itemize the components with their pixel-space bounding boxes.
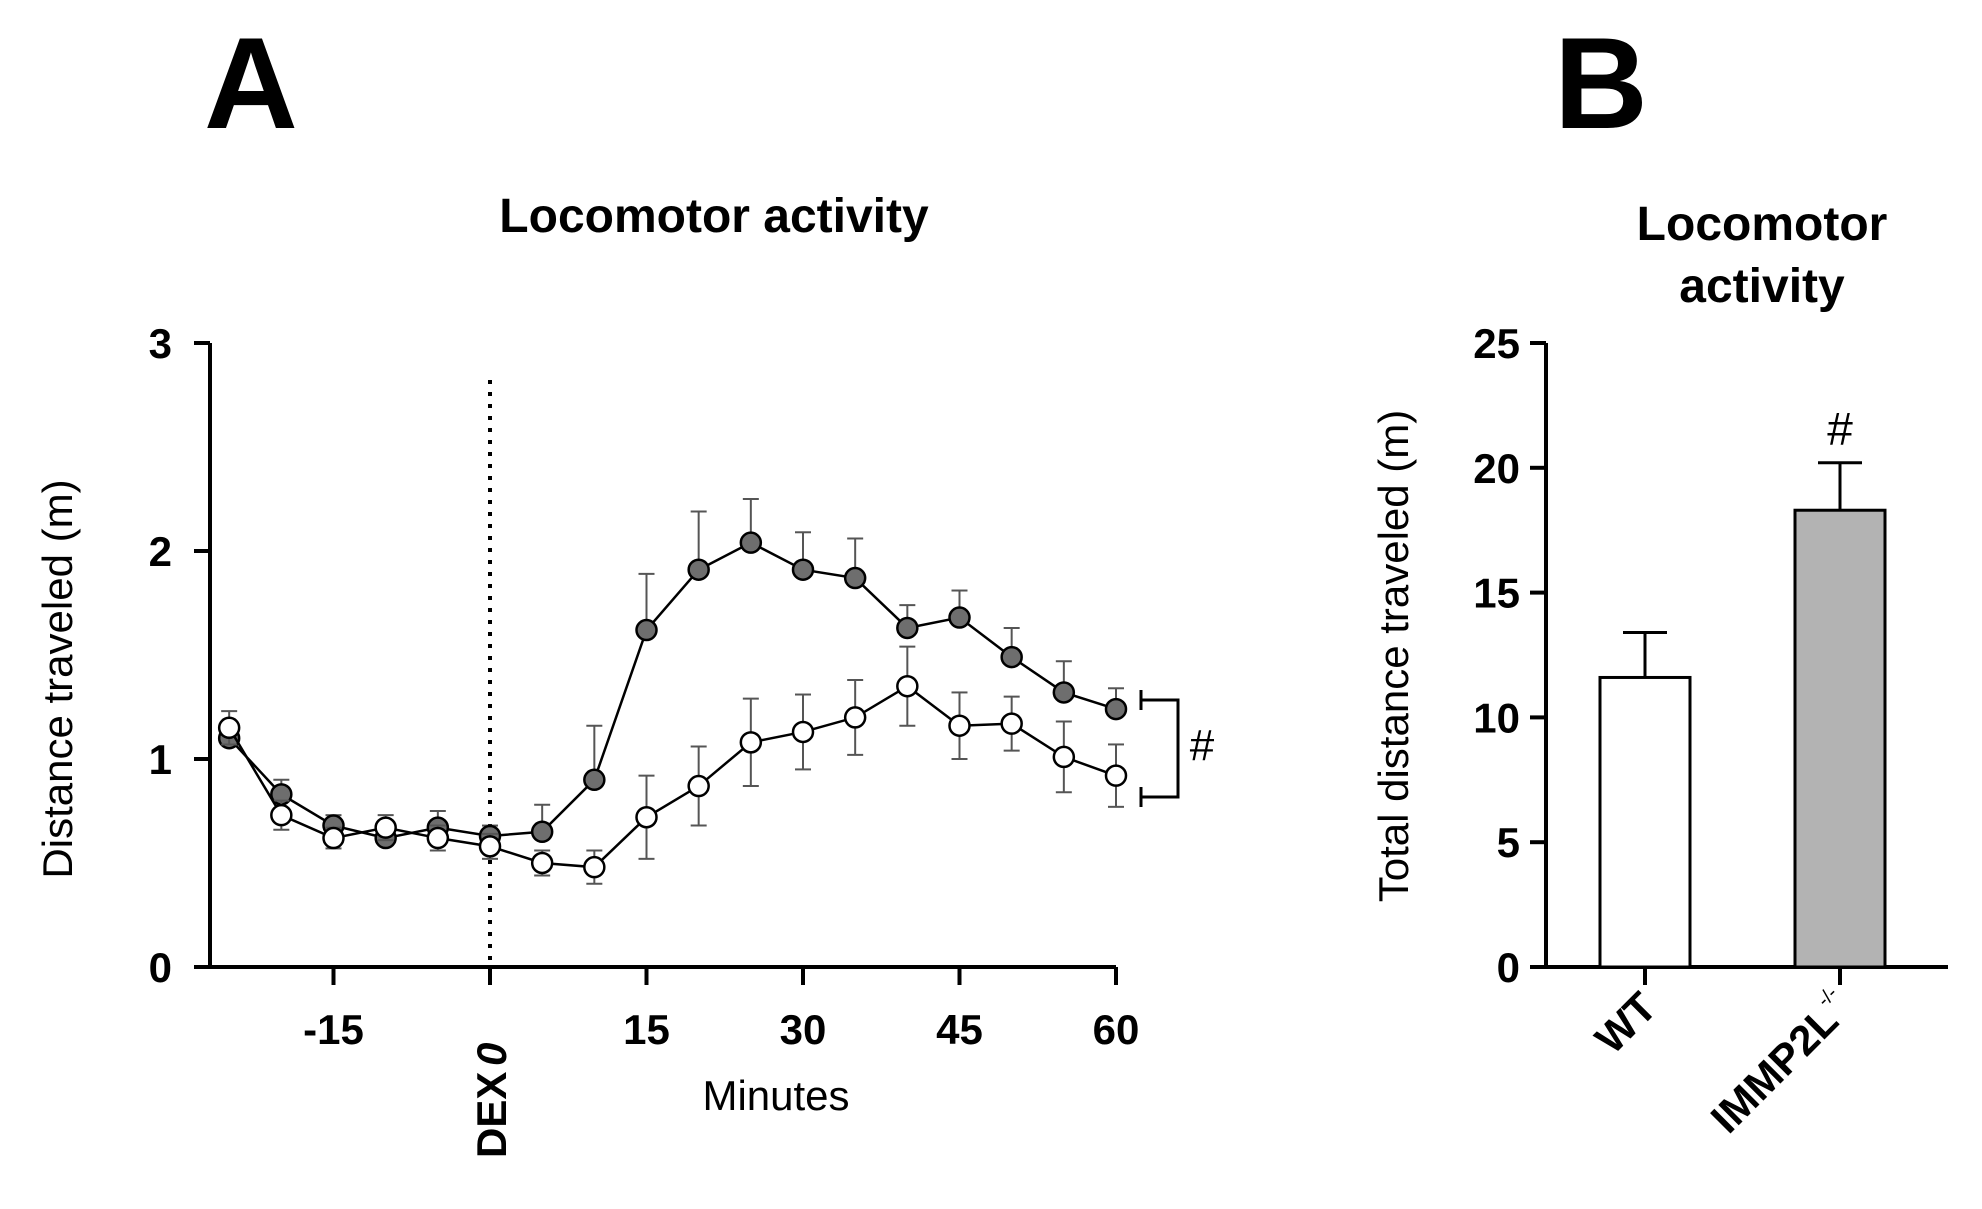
panel-a-x-tick-label: 15	[623, 1006, 670, 1053]
series-line	[228, 541, 1117, 840]
panel-a-series	[217, 498, 1128, 885]
data-point	[791, 720, 815, 744]
panel-a-x-tick-label: 45	[936, 1006, 983, 1053]
data-point	[635, 805, 658, 829]
panel-a-title: Locomotor activity	[499, 190, 929, 243]
data-point	[843, 566, 867, 590]
panel-b-y-ticks: 0 5 10 15 20 25	[1473, 320, 1546, 991]
data-point	[739, 731, 763, 754]
series-wt	[217, 645, 1128, 885]
panel-a-y-axis-label: Distance traveled (m)	[34, 479, 81, 878]
panel-b-y-tick-label: 10	[1473, 694, 1520, 741]
panel-b-bars: #	[1598, 403, 1887, 969]
bracket-line	[1139, 690, 1180, 807]
panel-b-title-line-2: activity	[1679, 260, 1845, 313]
bar	[1793, 508, 1887, 969]
panel-a-x-tick-label: 60	[1093, 1006, 1140, 1053]
category-label-wt: WT	[1586, 983, 1666, 1063]
data-point	[635, 618, 658, 642]
panel-b-y-tick-label: 5	[1497, 819, 1520, 866]
data-point	[270, 803, 293, 827]
data-point	[583, 768, 606, 792]
panel-a-x-tick-label: 30	[780, 1006, 827, 1053]
category-label-text: WT	[1586, 983, 1666, 1063]
panel-b-bar-chart: Locomotor activity Total distance travel…	[1370, 198, 1948, 1142]
data-point	[583, 855, 606, 879]
panel-a-y-tick-label: 1	[149, 736, 172, 783]
panel-a-y-tick-label: 3	[149, 320, 172, 367]
data-point	[530, 820, 554, 844]
category-label-text: IMMP2L	[1702, 996, 1847, 1141]
data-point	[896, 674, 919, 698]
bar-group-immp2l: #	[1793, 403, 1887, 969]
data-point	[1052, 745, 1076, 769]
data-point	[1000, 712, 1023, 735]
data-point	[739, 531, 763, 554]
data-point	[896, 616, 919, 640]
panel-a-y-tick-label: 2	[149, 528, 172, 575]
data-point	[426, 826, 450, 850]
panel-b-title-line-1: Locomotor	[1637, 198, 1888, 251]
panel-a-x-ticks: -15 0 15 30 45 60	[303, 967, 1139, 1066]
panel-b-y-tick-label: 20	[1473, 445, 1520, 492]
data-point	[1000, 645, 1023, 669]
data-point	[322, 826, 345, 850]
category-label-immp2l: IMMP2L-/-	[1701, 982, 1860, 1141]
data-point	[687, 774, 710, 798]
panel-a-x-axis-label: Minutes	[702, 1072, 849, 1119]
data-point	[217, 716, 241, 740]
series-immp2l-ko	[217, 498, 1128, 850]
dex-label: DEX	[468, 1072, 515, 1158]
bar-group-wt	[1598, 631, 1692, 969]
data-point	[948, 606, 971, 629]
panel-a-letter: A	[204, 10, 298, 156]
panel-a-y-ticks: 0 1 2 3	[149, 320, 210, 991]
panel-b-x-labels: WT IMMP2L-/-	[1586, 967, 1860, 1142]
panel-a-y-tick-label: 0	[149, 944, 172, 991]
panel-b-y-tick-label: 15	[1473, 570, 1520, 617]
panel-a-significance-bracket: #	[1139, 690, 1215, 807]
data-point	[478, 835, 502, 858]
data-point	[791, 558, 815, 581]
panel-a-x-tick-label: -15	[303, 1006, 364, 1053]
data-point	[374, 816, 397, 839]
panel-b-y-tick-label: 25	[1473, 320, 1520, 367]
data-point	[530, 851, 554, 875]
panel-a-significance-mark: #	[1190, 721, 1215, 770]
panel-a-x-tick-label: 0	[468, 1043, 515, 1066]
data-point	[1104, 697, 1128, 721]
panel-b-y-tick-label: 0	[1497, 944, 1520, 991]
bar	[1598, 675, 1692, 969]
panel-a-line-chart: Locomotor activity Distance traveled (m)…	[34, 190, 1215, 1158]
bar-significance-mark: #	[1827, 403, 1853, 455]
data-point	[1104, 764, 1128, 787]
panel-b-letter: B	[1554, 10, 1648, 156]
series-line	[228, 684, 1117, 869]
data-point	[687, 558, 710, 581]
panel-b-y-axis-label: Total distance traveled (m)	[1370, 410, 1417, 903]
data-point	[1052, 681, 1076, 704]
data-point	[843, 706, 867, 729]
data-point	[948, 714, 971, 737]
